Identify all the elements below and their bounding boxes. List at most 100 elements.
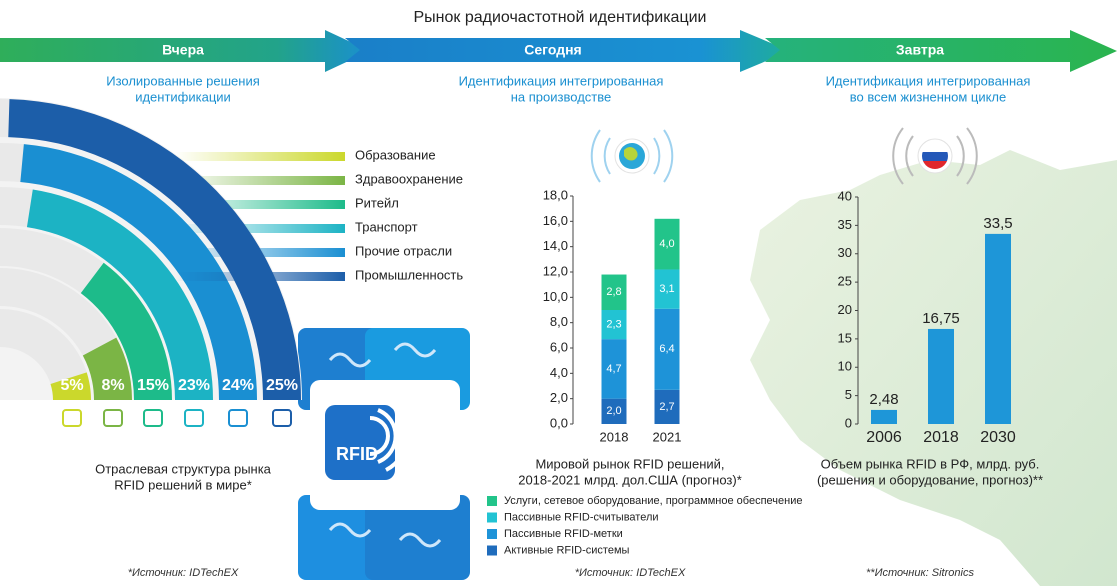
value-label: 8% (101, 377, 124, 394)
y-tick-label: 20 (838, 302, 852, 317)
caption-line: Объем рынка RFID в РФ, млрд. руб. (821, 456, 1040, 471)
value-label: 6,4 (659, 343, 674, 355)
legend-label: Здравоохранение (355, 171, 463, 186)
legend-swatch (175, 200, 345, 209)
y-tick-label: 12,0 (543, 263, 568, 278)
y-tick-label: 15 (838, 330, 852, 345)
legend-label: Транспорт (355, 219, 418, 234)
caption-line: идентификации (135, 89, 231, 104)
value-label: 33,5 (983, 215, 1012, 232)
value-label: 24% (222, 377, 254, 394)
bar (985, 233, 1011, 424)
value-label: 2,8 (606, 286, 621, 298)
source: *Источник: IDTechEX (128, 567, 239, 579)
value-label: 2,0 (606, 405, 621, 417)
y-tick-label: 40 (838, 188, 852, 203)
caption-line: 2018-2021 млрд. дол.США (прогноз)* (518, 472, 742, 487)
x-tick-label: 2018 (923, 429, 959, 446)
ring-bar (50, 372, 91, 400)
legend-label: Услуги, сетевое оборудование, программно… (504, 495, 802, 507)
bar-segment (601, 398, 627, 424)
stage-label: Сегодня (524, 42, 581, 58)
caption-line: RFID решений в мире* (114, 477, 252, 492)
stage-arrow (765, 30, 1117, 72)
y-tick-label: 35 (838, 217, 852, 232)
ring-bar (8, 99, 302, 400)
flag-icon (892, 127, 978, 185)
caption-line: Изолированные решения (106, 73, 260, 88)
y-tick-label: 5 (845, 387, 852, 402)
source: **Источник: Sitronics (866, 567, 974, 579)
legend-label: Промышленность (355, 267, 463, 282)
caption-line: Отраслевая структура рынка (95, 461, 272, 476)
value-label: 5% (60, 377, 83, 394)
value-label: 23% (178, 377, 210, 394)
value-label: 2,3 (606, 318, 621, 330)
legend-swatch (487, 529, 497, 539)
ring-bar (80, 262, 172, 400)
caption-line: Идентификация интегрированная (826, 73, 1031, 88)
category-icon (103, 409, 123, 427)
bar-segment (654, 269, 680, 309)
stage-label: Завтра (896, 42, 944, 58)
value-label: 4,0 (659, 238, 674, 250)
value-label: 2,48 (869, 391, 898, 408)
y-tick-label: 6,0 (550, 339, 568, 354)
caption-line: на производстве (511, 89, 611, 104)
legend-swatch (175, 224, 345, 233)
legend-label: Прочие отрасли (355, 243, 452, 258)
x-tick-label: 2006 (866, 429, 902, 446)
rfid-tiles (298, 328, 470, 580)
bar-segment (601, 274, 627, 310)
bar-segment (601, 339, 627, 399)
bar-segment (654, 389, 680, 424)
ring-bar (26, 189, 213, 400)
category-icon (143, 409, 163, 427)
legend-swatch (175, 272, 345, 281)
caption-line: (решения и оборудование, прогноз)** (817, 472, 1043, 487)
rfid-badge: RFID (336, 444, 378, 464)
category-icon (62, 409, 82, 427)
caption-line: Мировой рынок RFID решений, (535, 456, 724, 471)
stage-arrow (345, 30, 790, 72)
y-tick-label: 14,0 (543, 238, 568, 253)
legend-swatch (487, 512, 497, 523)
category-icon (184, 409, 204, 427)
y-tick-label: 0,0 (550, 415, 568, 430)
x-tick-label: 2018 (600, 429, 629, 444)
legend-swatch (175, 176, 345, 185)
bar-segment (654, 308, 680, 390)
value-label: 4,7 (606, 363, 621, 375)
y-tick-label: 10 (838, 359, 852, 374)
x-tick-label: 2030 (980, 429, 1016, 446)
category-icon (228, 409, 248, 427)
legend-label: Пассивные RFID-метки (504, 528, 623, 540)
x-tick-label: 2021 (653, 429, 682, 444)
globe-icon (590, 129, 674, 183)
caption-line: Идентификация интегрированная (459, 73, 664, 88)
source: *Источник: IDTechEX (575, 567, 686, 579)
y-tick-label: 30 (838, 245, 852, 260)
bar-segment (654, 218, 680, 270)
y-tick-label: 18,0 (543, 187, 568, 202)
y-tick-label: 2,0 (550, 390, 568, 405)
bar (871, 409, 897, 424)
legend-label: Образование (355, 147, 436, 162)
y-tick-label: 25 (838, 274, 852, 289)
stage-label: Вчера (162, 42, 204, 58)
legend-label: Пассивные RFID-считыватели (504, 511, 659, 523)
title: Рынок радиочастотной идентификации (413, 9, 706, 26)
bar (928, 328, 954, 424)
ring-track (0, 309, 91, 400)
value-label: 25% (266, 377, 298, 394)
value-label: 2,7 (659, 401, 674, 413)
value-label: 15% (137, 377, 169, 394)
bar-segment (601, 310, 627, 340)
stage-arrow (0, 30, 370, 72)
ring-bar (82, 337, 132, 400)
value-label: 16,75 (922, 310, 960, 327)
y-tick-label: 4,0 (550, 365, 568, 380)
value-label: 3,1 (659, 283, 674, 295)
